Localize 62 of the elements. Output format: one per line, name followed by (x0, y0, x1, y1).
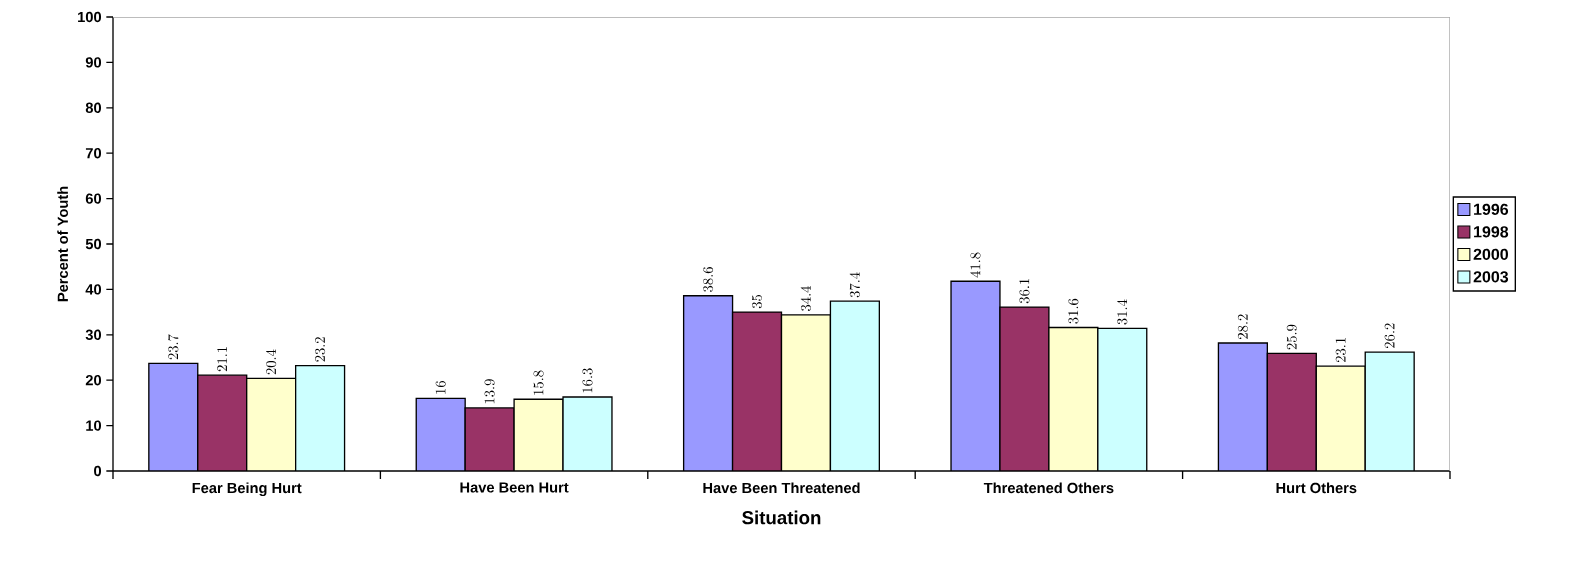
data-label: 25.9 (1286, 324, 1297, 350)
x-tick-label: Threatened Others (983, 482, 1114, 494)
x-tick-label: Have Been Threatened (703, 482, 860, 494)
bar (732, 312, 782, 471)
y-tick-label: 20 (85, 375, 102, 386)
legend-label: 1996 (1474, 203, 1509, 215)
bar (781, 314, 831, 471)
y-tick-label: 90 (85, 57, 102, 68)
bar (246, 378, 296, 471)
data-label: 26.2 (1384, 323, 1395, 348)
bar (1048, 327, 1098, 471)
y-tick-label: 100 (78, 11, 102, 23)
x-tick-label: Have Been Hurt (460, 482, 569, 493)
y-tick-label: 30 (85, 329, 102, 340)
y-tick-label: 50 (85, 238, 102, 250)
data-label: 20.4 (265, 349, 277, 375)
bar (1217, 342, 1269, 471)
data-label: 16 (435, 381, 446, 394)
data-label: 23.2 (315, 337, 326, 362)
legend-label: 1998 (1474, 226, 1509, 238)
data-label: 15.8 (533, 370, 544, 395)
y-tick-label: 70 (85, 148, 102, 159)
y-tick-label: 40 (85, 284, 102, 295)
bar (416, 398, 466, 471)
bar (999, 307, 1049, 471)
data-label: 31 .4 (1117, 299, 1128, 325)
x-tick-label: Fear Being Hurt (192, 482, 302, 497)
data-label: 23.7 (168, 334, 179, 360)
data-label: 13.9 (484, 379, 495, 404)
bar (295, 365, 345, 471)
y-tick-label: 0 (94, 465, 102, 477)
bar (197, 375, 247, 471)
x-axis-title: Situation (742, 510, 821, 525)
bar (1315, 365, 1366, 471)
legend-label: 2003 (1473, 271, 1509, 283)
y-tick-label: 10 (86, 420, 102, 431)
data-label: 34.4 (800, 285, 811, 311)
bar (148, 363, 198, 471)
data-label: 23. 1 (1335, 338, 1346, 363)
y-tick-label: 80 (85, 102, 102, 113)
legend-label: 2000 (1473, 248, 1508, 260)
bar (830, 301, 880, 471)
bar (683, 295, 733, 471)
y-tick-label: 60 (85, 193, 102, 204)
bar (1364, 351, 1415, 471)
data-label: 16.3 (582, 368, 593, 393)
y-axis-title: Percent of Youth (57, 186, 68, 302)
bar (514, 399, 564, 471)
bar (1266, 352, 1317, 471)
data-label: 38.6 (703, 267, 714, 292)
data-label: 31 .6 (1068, 298, 1079, 324)
data-label: 21 . 1 (217, 347, 227, 372)
bar (563, 397, 612, 471)
data-label: 28.2 (1237, 314, 1248, 339)
data-label: 37.4 (849, 272, 860, 298)
x-tick-label: Hurt Others (1276, 482, 1357, 494)
data-label: 41 .8 (970, 252, 981, 278)
data-label: 35 (752, 294, 763, 309)
bar (465, 407, 515, 471)
bar (951, 281, 1000, 471)
bar (1097, 328, 1147, 471)
data-label: 36. 1 (1019, 279, 1030, 304)
